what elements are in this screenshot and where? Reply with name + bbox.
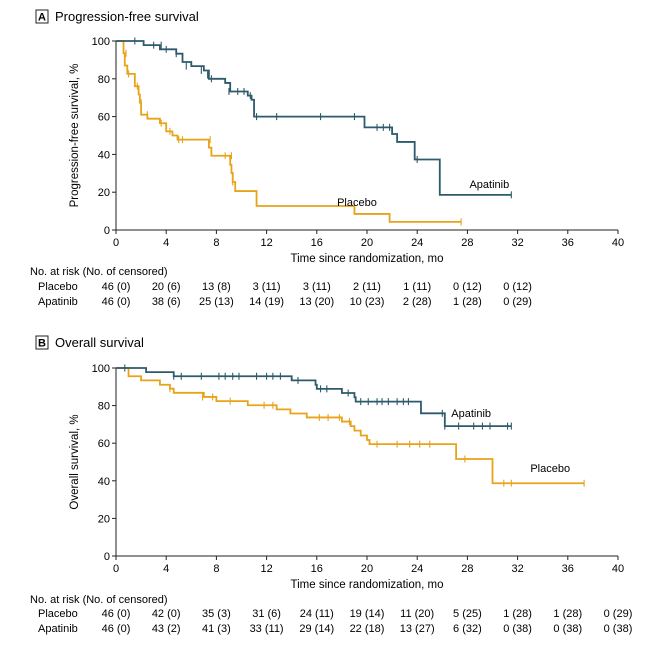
risk-value: 3 (11) xyxy=(253,281,281,293)
risk-value: 3 (11) xyxy=(303,281,331,293)
risk-value: 38 (6) xyxy=(152,296,181,308)
x-tick-label: 24 xyxy=(411,237,423,249)
risk-value: 1 (28) xyxy=(453,296,482,308)
y-tick-label: 100 xyxy=(92,363,110,375)
risk-value: 43 (2) xyxy=(152,623,181,635)
risk-value: 0 (12) xyxy=(453,281,482,293)
x-tick-label: 12 xyxy=(260,237,272,249)
risk-value: 46 (0) xyxy=(102,296,131,308)
risk-value: 2 (28) xyxy=(403,296,432,308)
series-label-placebo: Placebo xyxy=(337,197,377,209)
risk-value: 24 (11) xyxy=(300,608,334,620)
y-tick-label: 40 xyxy=(98,476,110,488)
panel-title: Overall survival xyxy=(55,335,144,350)
x-tick-label: 28 xyxy=(461,563,473,575)
y-axis-label: Progression-free survival, % xyxy=(69,64,81,208)
x-tick-label: 4 xyxy=(163,563,169,575)
risk-table-header: No. at risk (No. of censored) xyxy=(30,594,168,606)
x-tick-label: 40 xyxy=(612,563,624,575)
series-label-apatinib: Apatinib xyxy=(451,408,491,420)
panel-letter: A xyxy=(38,12,46,24)
risk-value: 0 (29) xyxy=(503,296,532,308)
risk-row-label: Placebo xyxy=(38,281,78,293)
risk-value: 1 (28) xyxy=(503,608,532,620)
y-tick-label: 80 xyxy=(98,401,110,413)
x-tick-label: 20 xyxy=(361,563,373,575)
risk-value: 42 (0) xyxy=(152,608,181,620)
panel-letter-box xyxy=(35,335,49,350)
risk-value: 13 (27) xyxy=(400,623,435,635)
y-tick-label: 20 xyxy=(98,513,110,525)
risk-value: 35 (3) xyxy=(202,608,231,620)
x-tick-label: 16 xyxy=(311,563,323,575)
x-tick-label: 32 xyxy=(511,563,523,575)
panel-letter: B xyxy=(38,338,46,350)
x-tick-label: 36 xyxy=(562,237,574,249)
risk-value: 6 (32) xyxy=(453,623,482,635)
risk-row-label: Apatinib xyxy=(38,296,78,308)
risk-value: 25 (13) xyxy=(199,296,234,308)
risk-value: 46 (0) xyxy=(102,608,131,620)
risk-value: 0 (29) xyxy=(604,608,633,620)
risk-value: 14 (19) xyxy=(249,296,284,308)
series-label-apatinib: Apatinib xyxy=(469,179,509,191)
y-tick-label: 80 xyxy=(98,74,110,86)
risk-row-label: Placebo xyxy=(38,608,78,620)
y-tick-label: 60 xyxy=(98,438,110,450)
risk-value: 5 (25) xyxy=(453,608,482,620)
x-tick-label: 4 xyxy=(163,237,169,249)
x-axis-label: Time since randomization, mo xyxy=(291,579,444,591)
risk-value: 46 (0) xyxy=(102,281,131,293)
risk-value: 20 (6) xyxy=(152,281,181,293)
km-curve-apatinib xyxy=(116,40,512,196)
y-axis-label: Overall survival, % xyxy=(69,414,81,509)
x-tick-label: 36 xyxy=(562,563,574,575)
x-tick-label: 8 xyxy=(213,563,219,575)
risk-value: 1 (28) xyxy=(553,608,582,620)
risk-value: 2 (11) xyxy=(353,281,381,293)
panel-title: Progression-free survival xyxy=(55,9,199,24)
risk-value: 41 (3) xyxy=(202,623,231,635)
y-tick-label: 0 xyxy=(104,551,110,563)
risk-value: 22 (18) xyxy=(350,623,385,635)
risk-row-label: Apatinib xyxy=(38,623,78,635)
risk-table-header: No. at risk (No. of censored) xyxy=(30,266,168,278)
x-tick-label: 24 xyxy=(411,563,423,575)
risk-value: 0 (38) xyxy=(604,623,633,635)
risk-value: 0 (38) xyxy=(553,623,582,635)
y-tick-label: 0 xyxy=(104,225,110,237)
x-tick-label: 16 xyxy=(311,237,323,249)
km-curve-placebo xyxy=(116,367,585,485)
x-tick-label: 8 xyxy=(213,237,219,249)
risk-value: 31 (6) xyxy=(252,608,281,620)
panel-letter-box xyxy=(35,9,49,24)
risk-value: 0 (12) xyxy=(503,281,532,293)
risk-value: 13 (8) xyxy=(202,281,231,293)
x-tick-label: 20 xyxy=(361,237,373,249)
risk-value: 29 (14) xyxy=(299,623,334,635)
y-tick-label: 40 xyxy=(98,149,110,161)
risk-value: 10 (23) xyxy=(350,296,385,308)
risk-value: 0 (38) xyxy=(503,623,532,635)
x-tick-label: 0 xyxy=(113,563,119,575)
x-tick-label: 28 xyxy=(461,237,473,249)
x-axis-label: Time since randomization, mo xyxy=(291,253,444,265)
y-tick-label: 20 xyxy=(98,187,110,199)
x-tick-label: 12 xyxy=(260,563,272,575)
x-tick-label: 32 xyxy=(511,237,523,249)
risk-value: 1 (11) xyxy=(403,281,431,293)
km-curve-placebo xyxy=(116,40,462,223)
risk-value: 11 (20) xyxy=(400,608,434,620)
x-tick-label: 40 xyxy=(612,237,624,249)
risk-value: 19 (14) xyxy=(350,608,385,620)
risk-value: 33 (11) xyxy=(250,623,284,635)
x-tick-label: 0 xyxy=(113,237,119,249)
risk-value: 13 (20) xyxy=(299,296,334,308)
y-tick-label: 60 xyxy=(98,112,110,124)
risk-value: 46 (0) xyxy=(102,623,131,635)
y-tick-label: 100 xyxy=(92,36,110,48)
series-label-placebo: Placebo xyxy=(530,463,570,475)
